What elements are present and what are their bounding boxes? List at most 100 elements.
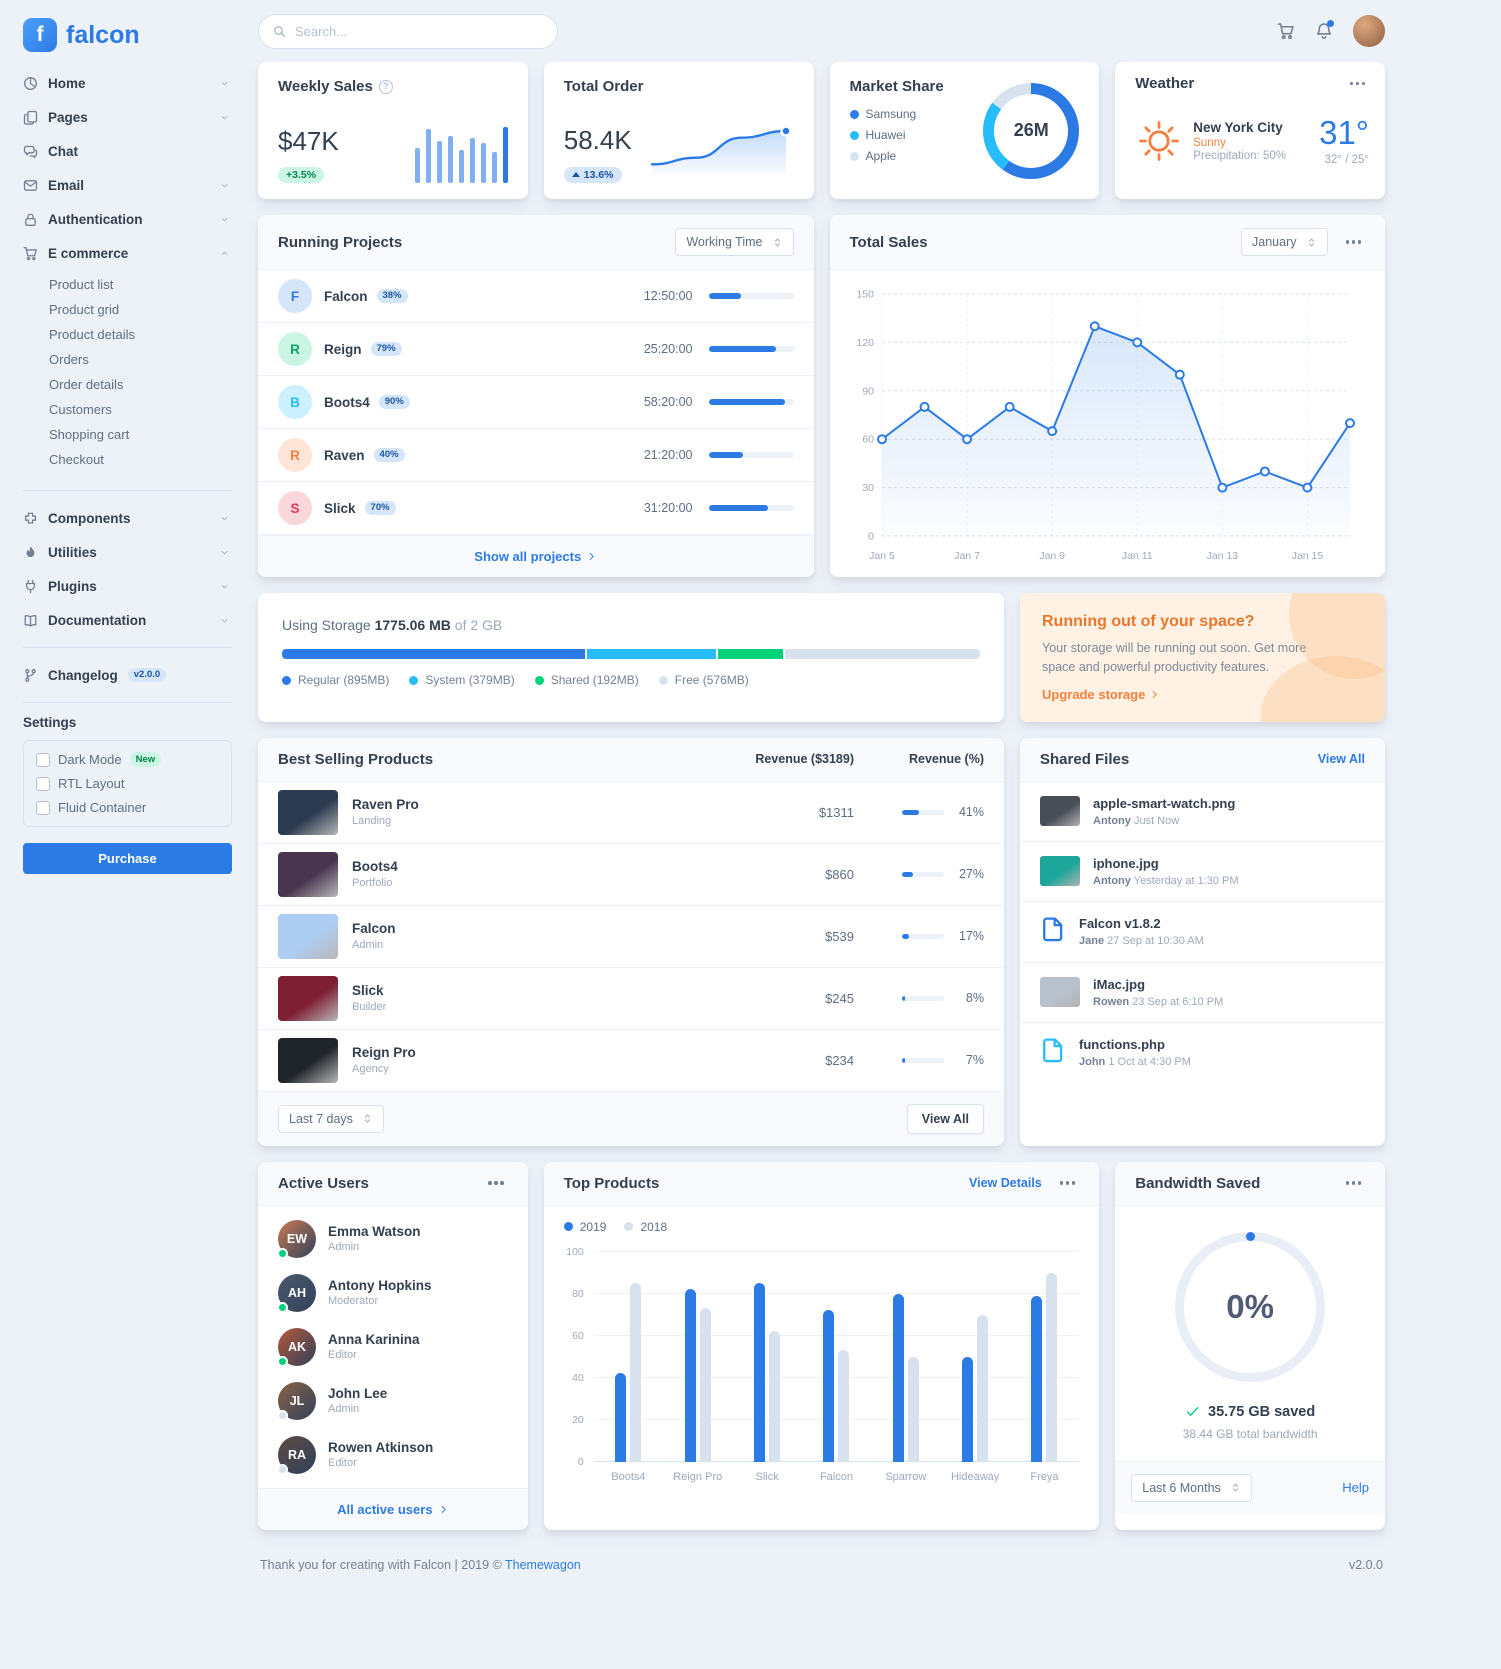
file-name[interactable]: iMac.jpg <box>1093 976 1146 992</box>
card-menu-button[interactable] <box>1056 1177 1080 1189</box>
view-all-button[interactable]: View All <box>906 1103 984 1134</box>
sidebar-item-email[interactable]: Email <box>23 168 232 202</box>
legend-item-2018[interactable]: 2018 <box>624 1220 667 1234</box>
sidebar-subitem-customers[interactable]: Customers <box>49 402 112 417</box>
product-name[interactable]: Raven Pro <box>352 797 419 812</box>
checkbox-icon[interactable] <box>36 800 50 815</box>
card-menu-button[interactable] <box>1342 236 1366 248</box>
product-row-boots4: Boots4 Portfolio $860 27% <box>258 844 1004 906</box>
product-row-raven-pro: Raven Pro Landing $1311 41% <box>258 782 1004 844</box>
period-select[interactable]: Last 7 days <box>278 1104 384 1133</box>
product-thumbnail[interactable] <box>278 789 338 835</box>
view-details-link[interactable]: View Details <box>969 1176 1042 1190</box>
legend-item-2019[interactable]: 2019 <box>563 1220 606 1234</box>
active-user-emma-watson[interactable]: EW Emma Watson Admin <box>258 1212 528 1266</box>
weather-range: 32° / 25° <box>1324 153 1369 166</box>
working-time-select[interactable]: Working Time <box>675 228 794 256</box>
sidebar-subitem-product-list[interactable]: Product list <box>49 277 114 292</box>
project-progress-bar <box>708 505 794 511</box>
product-name[interactable]: Slick <box>352 983 384 998</box>
checkbox-icon[interactable] <box>36 776 50 791</box>
sidebar-item-plugins[interactable]: Plugins <box>23 569 232 603</box>
bar-2019 <box>892 1293 904 1462</box>
cart-button[interactable] <box>1277 22 1295 40</box>
notifications-button[interactable] <box>1315 20 1334 40</box>
file-name[interactable]: apple-smart-watch.png <box>1093 795 1236 811</box>
user-role: Editor <box>328 1349 357 1361</box>
status-indicator-online <box>277 1355 288 1367</box>
range-select[interactable]: Last 6 Months <box>1131 1473 1252 1502</box>
file-thumbnail[interactable] <box>1040 977 1080 1007</box>
sidebar-item-utilities[interactable]: Utilities <box>23 535 232 569</box>
setting-toggle-dark-mode[interactable]: Dark Mode New <box>36 752 219 767</box>
search-input[interactable] <box>295 23 543 39</box>
file-thumbnail[interactable] <box>1040 796 1080 826</box>
sidebar-item-authentication[interactable]: Authentication <box>23 202 232 236</box>
search-box[interactable] <box>258 13 558 49</box>
file-name[interactable]: iphone.jpg <box>1093 855 1159 871</box>
sidebar-subitem-product-grid[interactable]: Product grid <box>49 302 120 317</box>
svg-text:Jan 5: Jan 5 <box>869 550 895 562</box>
product-thumbnail[interactable] <box>278 975 338 1021</box>
active-user-john-lee[interactable]: JL John Lee Admin <box>258 1374 528 1428</box>
project-name[interactable]: Raven <box>324 447 365 463</box>
active-user-rowen-atkinson[interactable]: RA Rowen Atkinson Editor <box>258 1428 528 1482</box>
brand-name: falcon <box>66 20 140 49</box>
help-link[interactable]: Help <box>1342 1480 1369 1495</box>
sidebar-item-e-commerce[interactable]: E commerce <box>23 236 232 270</box>
active-user-antony-hopkins[interactable]: AH Antony Hopkins Moderator <box>258 1266 528 1320</box>
sidebar-subitem-product-details[interactable]: Product details <box>49 327 135 342</box>
setting-toggle-fluid-container[interactable]: Fluid Container <box>36 800 219 815</box>
month-select[interactable]: January <box>1241 228 1328 256</box>
project-name[interactable]: Reign <box>324 341 362 357</box>
project-name[interactable]: Boots4 <box>324 394 370 410</box>
view-all-link[interactable]: View All <box>1317 752 1365 766</box>
project-name[interactable]: Slick <box>324 500 356 516</box>
weekly-sales-bar <box>480 143 486 183</box>
product-name[interactable]: Falcon <box>352 921 396 936</box>
sidebar-item-documentation[interactable]: Documentation <box>23 603 232 637</box>
main-content: Weekly Sales ? $47K +3.5% Total Order <box>258 0 1385 1602</box>
themewagon-link[interactable]: Themewagon <box>505 1557 581 1572</box>
sidebar-item-changelog[interactable]: Changelog v2.0.0 <box>23 658 232 692</box>
product-thumbnail[interactable] <box>278 913 338 959</box>
product-name[interactable]: Reign Pro <box>352 1045 416 1060</box>
active-user-anna-karinina[interactable]: AK Anna Karinina Editor <box>258 1320 528 1374</box>
product-thumbnail[interactable] <box>278 1037 338 1083</box>
sidebar-subitem-shopping-cart[interactable]: Shopping cart <box>49 427 130 442</box>
weather-condition: Sunny <box>1193 136 1226 149</box>
card-menu-button[interactable] <box>1346 78 1370 90</box>
card-menu-button[interactable] <box>484 1177 508 1189</box>
all-active-users-link[interactable]: All active users <box>258 1487 528 1530</box>
revenue-percent-column-header: Revenue (%) <box>908 752 984 766</box>
user-avatar: JL <box>277 1381 316 1421</box>
purchase-button[interactable]: Purchase <box>23 843 232 874</box>
sidebar-subitem-order-details[interactable]: Order details <box>49 377 124 392</box>
file-row-iphone-jpg: iphone.jpg Antony Yesterday at 1:30 PM <box>1020 842 1385 902</box>
help-icon[interactable]: ? <box>378 79 393 94</box>
file-name[interactable]: functions.php <box>1079 1037 1165 1052</box>
check-icon <box>1185 1404 1200 1419</box>
user-avatar: EW <box>277 1219 316 1259</box>
profile-avatar[interactable] <box>1353 15 1385 47</box>
sidebar-item-chat[interactable]: Chat <box>23 134 232 168</box>
sidebar-item-home[interactable]: Home <box>23 66 232 100</box>
legend-dot <box>849 130 859 140</box>
checkbox-icon[interactable] <box>36 752 50 767</box>
product-name[interactable]: Boots4 <box>352 859 398 874</box>
file-thumbnail[interactable] <box>1040 856 1080 886</box>
upgrade-storage-link[interactable]: Upgrade storage <box>1042 687 1160 702</box>
sidebar-subitem-checkout[interactable]: Checkout <box>49 452 104 467</box>
project-name[interactable]: Falcon <box>324 288 368 304</box>
shared-files-title: Shared Files <box>1040 750 1130 768</box>
sidebar-item-components[interactable]: Components <box>23 501 232 535</box>
brand-logo[interactable]: f falcon <box>23 14 232 66</box>
file-name[interactable]: Falcon v1.8.2 <box>1079 916 1161 931</box>
project-avatar: R <box>278 438 312 472</box>
product-thumbnail[interactable] <box>278 851 338 897</box>
sidebar-subitem-orders[interactable]: Orders <box>49 352 89 367</box>
show-all-projects-link[interactable]: Show all projects <box>258 535 814 577</box>
sidebar-item-pages[interactable]: Pages <box>23 100 232 134</box>
setting-toggle-rtl-layout[interactable]: RTL Layout <box>36 776 219 791</box>
card-menu-button[interactable] <box>1342 1177 1366 1189</box>
